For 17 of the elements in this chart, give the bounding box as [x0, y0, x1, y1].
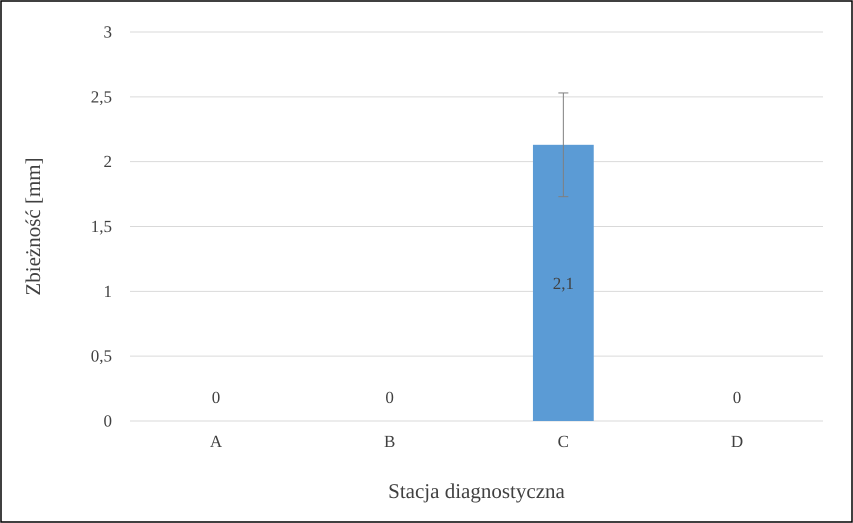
x-tick-label: B	[384, 432, 396, 452]
data-label: 0	[732, 388, 742, 407]
y-tick-label: 2	[104, 152, 112, 172]
y-tick-label: 0,5	[90, 346, 112, 366]
y-tick-label: 1,5	[90, 216, 112, 236]
y-axis-title: Zbieżność [mm]	[21, 157, 45, 296]
x-tick-label: C	[558, 432, 570, 452]
x-tick-label: D	[730, 432, 744, 452]
data-label: 0	[385, 388, 394, 407]
x-axis-title: Stacja diagnostyczna	[388, 479, 566, 503]
y-tick-label: 3	[104, 22, 112, 42]
data-label: 2,1	[552, 274, 574, 293]
x-tick-label: A	[210, 432, 223, 452]
y-tick-label: 1	[104, 282, 112, 301]
y-tick-label: 0	[104, 411, 112, 430]
data-label: 0	[212, 388, 220, 407]
y-tick-label: 2,5	[90, 87, 112, 106]
